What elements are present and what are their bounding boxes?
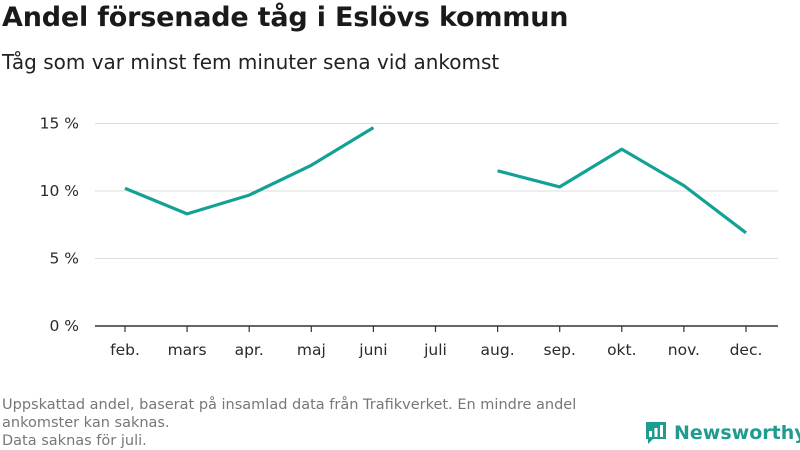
series-line-segment (124, 126, 375, 216)
x-tick-label: okt. (607, 341, 636, 359)
footnote-missing-data: Data saknas för juli. (2, 433, 147, 449)
x-tick-label: juli (423, 341, 447, 359)
chart-subtitle: Tåg som var minst fem minuter sena vid a… (2, 50, 500, 74)
x-tick-label: feb. (110, 341, 140, 359)
y-tick-label: 5 % (49, 250, 79, 268)
x-tick-label: dec. (730, 341, 763, 359)
x-tick-label: maj (297, 341, 326, 359)
x-tick-label: apr. (235, 341, 264, 359)
y-tick-label: 10 % (40, 182, 79, 200)
series-line-segment (497, 147, 747, 235)
chart-footnote: Uppskattad andel, baserat på insamlad da… (2, 396, 642, 450)
chart-title: Andel försenade tåg i Eslövs kommun (2, 2, 569, 33)
x-tick-label: juni (358, 341, 387, 359)
newsworthy-logo[interactable]: Newsworthy (644, 420, 800, 445)
x-tick-label: nov. (668, 341, 700, 359)
footnote-source: Uppskattad andel, baserat på insamlad da… (2, 397, 577, 431)
newsworthy-logo-text: Newsworthy (674, 421, 800, 444)
x-tick-label: aug. (481, 341, 515, 359)
y-tick-label: 0 % (49, 317, 79, 335)
x-tick-label: mars (168, 341, 207, 359)
newsworthy-logo-icon (646, 422, 666, 444)
line-chart: 0 % 5 % 10 % 15 % feb. mars apr. maj juni juli aug… (40, 115, 778, 359)
x-tick-label: sep. (544, 341, 576, 359)
y-tick-label: 15 % (40, 115, 79, 133)
